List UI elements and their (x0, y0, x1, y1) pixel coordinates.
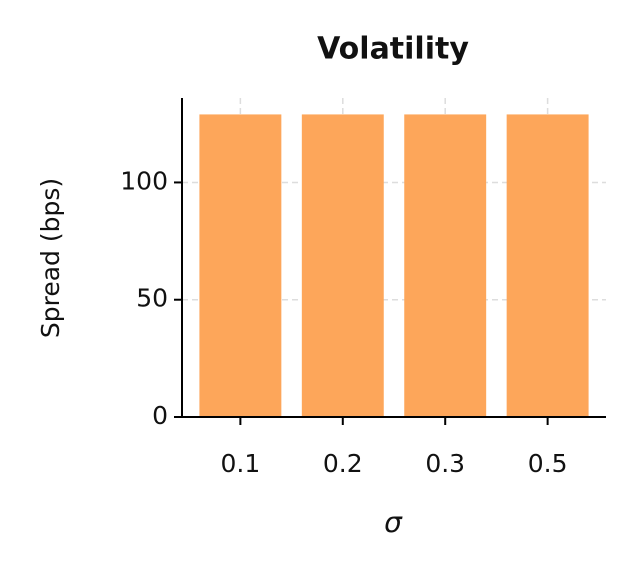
x-tick-label: 0.5 (528, 449, 568, 478)
x-axis-label: σ (384, 506, 403, 539)
y-tick-label: 50 (136, 284, 168, 313)
x-tick-label: 0.2 (323, 449, 363, 478)
bar (301, 114, 384, 417)
y-axis-label: Spread (bps) (36, 178, 65, 338)
bar (199, 114, 282, 417)
bar (404, 114, 487, 417)
y-tick-label: 100 (120, 166, 168, 195)
y-tick-label: 0 (152, 401, 168, 430)
x-tick-label: 0.3 (425, 449, 465, 478)
chart-title: Volatility (317, 32, 469, 67)
bar (506, 114, 589, 417)
x-tick-label: 0.1 (220, 449, 260, 478)
